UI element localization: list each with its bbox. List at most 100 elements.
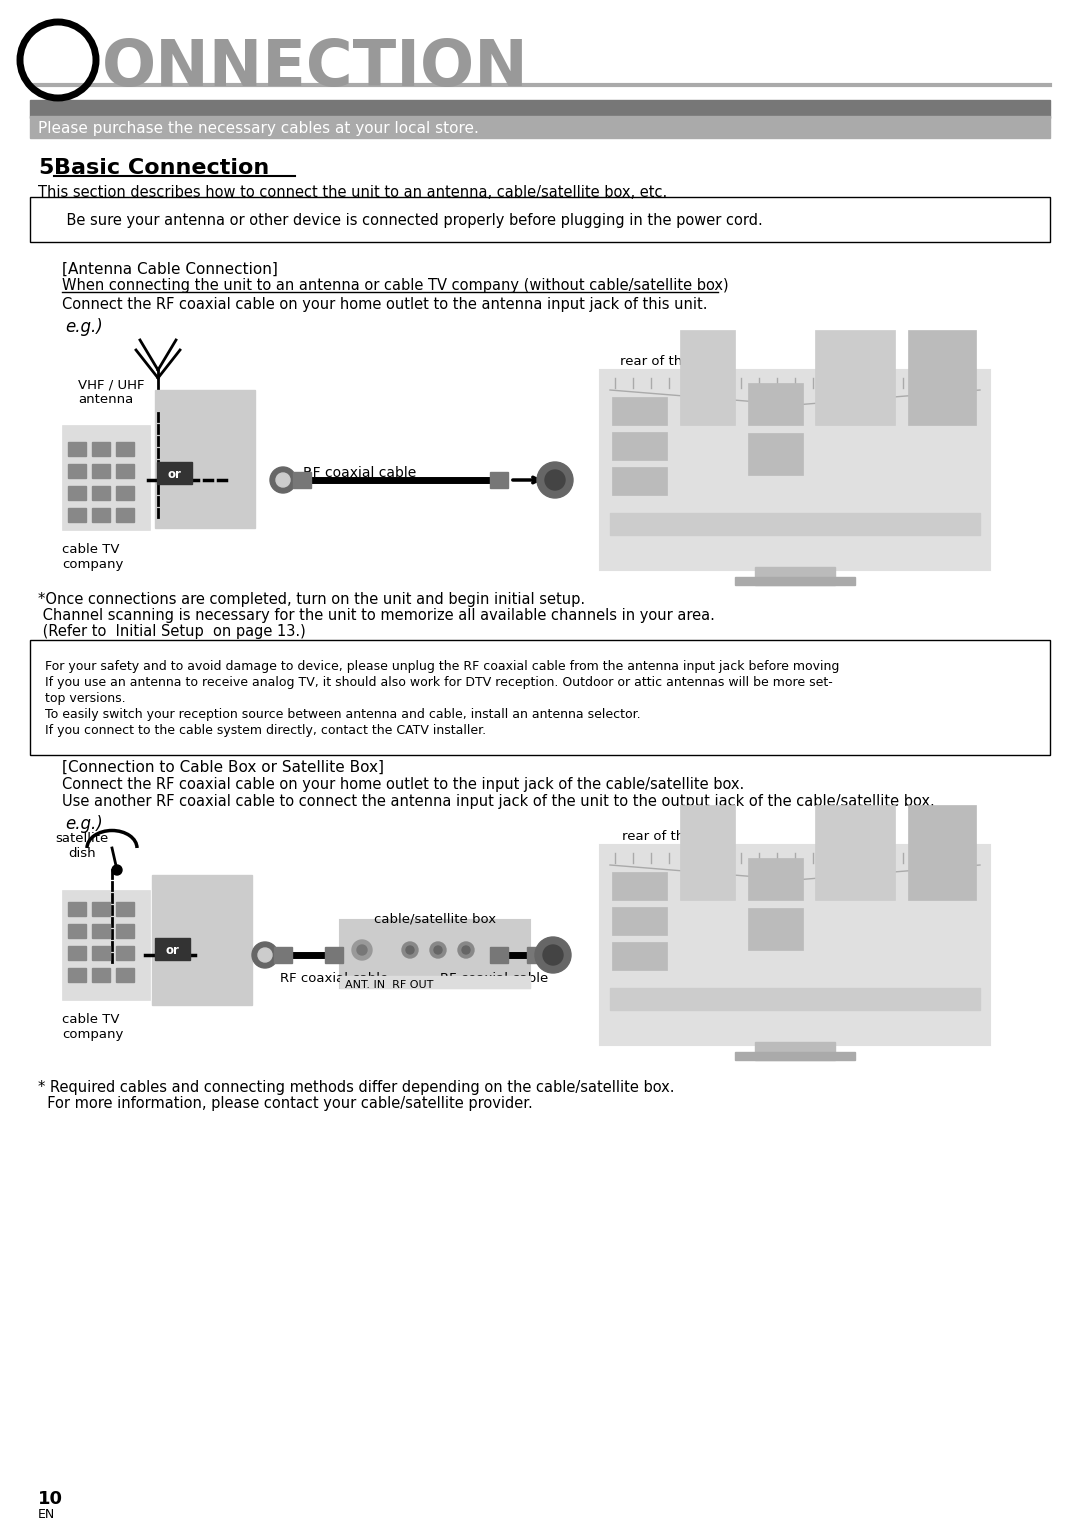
Bar <box>92 443 110 456</box>
Bar <box>325 948 343 963</box>
Circle shape <box>543 945 563 964</box>
Text: (Refer to  Initial Setup  on page 13.): (Refer to Initial Setup on page 13.) <box>38 624 306 639</box>
Text: *Once connections are completed, turn on the unit and begin initial setup.: *Once connections are completed, turn on… <box>38 592 585 607</box>
Circle shape <box>545 470 565 490</box>
Bar <box>293 472 311 488</box>
Bar <box>116 464 134 478</box>
Text: Basic Connection: Basic Connection <box>54 159 269 179</box>
Text: For more information, please contact your cable/satellite provider.: For more information, please contact you… <box>38 1096 532 1111</box>
Text: When connecting the unit to an antenna or cable TV company (without cable/satell: When connecting the unit to an antenna o… <box>62 278 729 293</box>
Text: cable TV
company: cable TV company <box>62 1013 123 1041</box>
Text: satellite
dish: satellite dish <box>55 832 109 861</box>
Bar <box>612 871 667 900</box>
Text: rear of this unit: rear of this unit <box>622 830 725 842</box>
Bar <box>116 443 134 456</box>
Bar <box>274 948 292 963</box>
Bar <box>68 967 86 983</box>
Bar <box>92 508 110 522</box>
Bar <box>490 472 508 488</box>
Bar <box>68 946 86 960</box>
Bar <box>92 967 110 983</box>
Text: Be sure your antenna or other device is connected properly before plugging in th: Be sure your antenna or other device is … <box>48 214 762 229</box>
Circle shape <box>352 940 372 960</box>
Text: or: or <box>165 943 179 957</box>
Bar <box>612 906 667 935</box>
Bar <box>755 1042 835 1061</box>
Bar <box>156 391 255 528</box>
Text: top versions.: top versions. <box>45 691 125 705</box>
Bar <box>62 426 150 530</box>
Bar <box>30 101 1050 118</box>
Text: rear of this unit: rear of this unit <box>620 356 724 368</box>
Bar <box>62 890 150 1000</box>
Bar <box>908 330 976 426</box>
Text: VHF / UHF
antenna: VHF / UHF antenna <box>78 378 145 406</box>
Bar <box>68 925 86 938</box>
Bar <box>340 977 530 987</box>
Circle shape <box>276 473 291 487</box>
Bar <box>815 330 895 426</box>
Circle shape <box>406 946 414 954</box>
Bar <box>68 485 86 501</box>
Text: cable/satellite box: cable/satellite box <box>374 913 496 925</box>
Bar <box>152 874 252 1006</box>
Bar <box>748 433 804 475</box>
Text: EN: EN <box>38 1508 55 1521</box>
Text: [Connection to Cable Box or Satellite Box]: [Connection to Cable Box or Satellite Bo… <box>62 760 384 775</box>
Text: 5: 5 <box>38 159 53 179</box>
Bar <box>735 577 855 584</box>
Bar <box>157 462 192 484</box>
Bar <box>92 464 110 478</box>
Circle shape <box>258 948 272 961</box>
Bar <box>680 330 735 426</box>
Bar <box>92 925 110 938</box>
Bar <box>116 946 134 960</box>
Text: Please purchase the necessary cables at your local store.: Please purchase the necessary cables at … <box>38 121 478 136</box>
Bar <box>748 908 804 951</box>
Bar <box>735 1051 855 1061</box>
Bar <box>610 987 980 1010</box>
Text: * Required cables and connecting methods differ depending on the cable/satellite: * Required cables and connecting methods… <box>38 1080 675 1096</box>
Circle shape <box>535 937 571 974</box>
Circle shape <box>430 942 446 958</box>
Text: cable TV
company: cable TV company <box>62 543 123 571</box>
Bar <box>340 920 530 987</box>
Circle shape <box>537 462 573 497</box>
Text: Channel scanning is necessary for the unit to memorize all available channels in: Channel scanning is necessary for the un… <box>38 607 715 623</box>
Bar <box>600 845 990 1045</box>
Text: For your safety and to avoid damage to device, please unplug the RF coaxial cabl: For your safety and to avoid damage to d… <box>45 661 839 673</box>
Bar <box>755 568 835 584</box>
Circle shape <box>357 945 367 955</box>
Bar <box>116 967 134 983</box>
Circle shape <box>270 467 296 493</box>
Text: To easily switch your reception source between antenna and cable, install an ant: To easily switch your reception source b… <box>45 708 640 720</box>
Circle shape <box>462 946 470 954</box>
Bar <box>527 948 545 963</box>
Bar <box>116 902 134 916</box>
Circle shape <box>252 942 278 967</box>
Text: or: or <box>167 467 181 481</box>
Text: 10: 10 <box>38 1489 63 1508</box>
Circle shape <box>434 946 442 954</box>
Bar <box>156 938 190 960</box>
Circle shape <box>402 942 418 958</box>
Text: This section describes how to connect the unit to an antenna, cable/satellite bo: This section describes how to connect th… <box>38 185 667 200</box>
Bar <box>116 508 134 522</box>
Bar <box>92 946 110 960</box>
Text: e.g.): e.g.) <box>65 815 103 833</box>
Bar <box>116 925 134 938</box>
Bar <box>92 485 110 501</box>
Bar <box>612 397 667 426</box>
Bar <box>490 948 508 963</box>
Circle shape <box>458 942 474 958</box>
Bar <box>92 902 110 916</box>
Text: ANT. IN  RF OUT: ANT. IN RF OUT <box>345 980 433 990</box>
Bar <box>612 942 667 971</box>
Bar <box>30 639 1050 755</box>
Text: If you connect to the cable system directly, contact the CATV installer.: If you connect to the cable system direc… <box>45 723 486 737</box>
Bar <box>68 508 86 522</box>
Text: If you use an antenna to receive analog TV, it should also work for DTV receptio: If you use an antenna to receive analog … <box>45 676 833 690</box>
Text: Connect the RF coaxial cable on your home outlet to the antenna input jack of th: Connect the RF coaxial cable on your hom… <box>62 298 707 311</box>
Text: e.g.): e.g.) <box>65 317 103 336</box>
Text: ONNECTION: ONNECTION <box>102 37 529 99</box>
